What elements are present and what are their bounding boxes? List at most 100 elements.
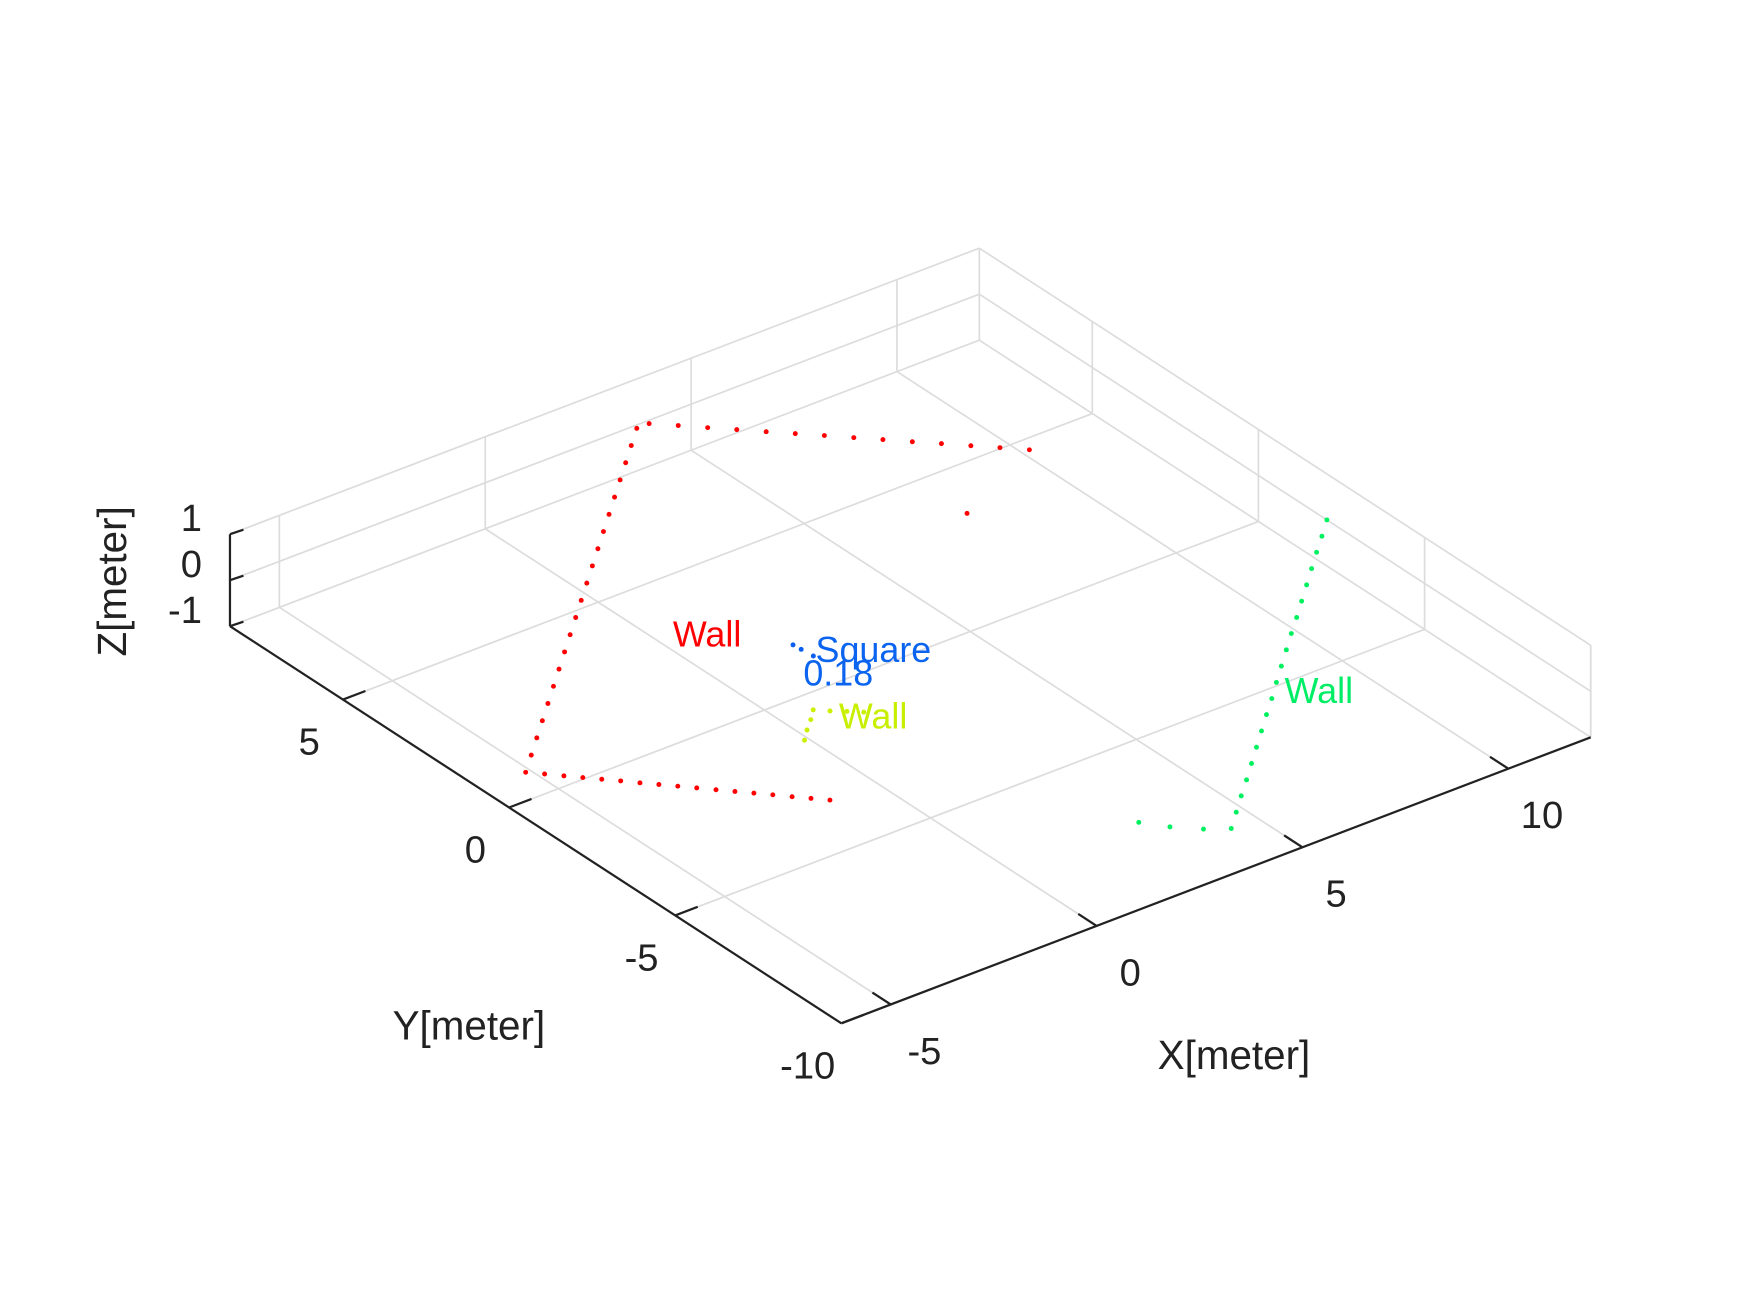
- point: [600, 529, 606, 534]
- point: [1314, 549, 1320, 555]
- z-tick: [229, 528, 244, 536]
- y-tick-label: 5: [299, 721, 320, 764]
- x-axis-label: X[meter]: [1158, 1032, 1311, 1078]
- point: [694, 785, 700, 791]
- point: [623, 460, 629, 466]
- z-tick: [229, 620, 244, 628]
- grid-line: [978, 339, 1592, 738]
- point: [1254, 744, 1259, 750]
- point: [589, 563, 595, 569]
- point: [770, 792, 776, 798]
- point: [628, 443, 634, 449]
- y-axis: [229, 625, 842, 1025]
- annotation: Wall: [1285, 671, 1353, 711]
- point: [675, 423, 681, 429]
- point: [705, 425, 711, 431]
- point: [821, 433, 827, 439]
- z-tick-label: -1: [168, 589, 202, 632]
- point: [1264, 712, 1269, 718]
- annotation: Square: [816, 630, 932, 670]
- point: [580, 775, 586, 781]
- annotation: 0.18: [803, 654, 873, 694]
- point: [584, 580, 590, 586]
- point: [599, 776, 605, 782]
- y-tick: [674, 905, 699, 917]
- point: [1269, 696, 1275, 702]
- point: [1319, 533, 1325, 539]
- point: [751, 790, 757, 796]
- point: [617, 477, 623, 483]
- y-tick-label: -5: [625, 936, 659, 979]
- point: [1299, 598, 1305, 604]
- grid-line: [229, 339, 980, 627]
- point: [802, 737, 807, 743]
- annotation: Wall: [839, 696, 907, 736]
- point: [808, 717, 814, 723]
- x-tick: [1077, 913, 1098, 927]
- point: [1273, 679, 1279, 685]
- y-tick-label: -10: [780, 1044, 835, 1087]
- grid-line: [278, 606, 892, 1006]
- point: [595, 546, 601, 552]
- point: [1167, 824, 1173, 830]
- point: [1238, 793, 1244, 799]
- point: [534, 735, 540, 741]
- point: [851, 435, 857, 441]
- point: [637, 780, 643, 786]
- point: [997, 445, 1003, 451]
- point: [1233, 809, 1239, 815]
- point: [612, 494, 618, 500]
- x-tick: [871, 991, 892, 1006]
- point: [1136, 819, 1142, 825]
- point: [1294, 614, 1300, 620]
- point: [606, 511, 612, 517]
- point: [1026, 447, 1032, 453]
- grid-line: [674, 628, 1425, 917]
- point: [656, 782, 662, 787]
- point: [790, 642, 796, 648]
- grid-line: [484, 528, 1098, 927]
- point: [573, 615, 579, 620]
- z-axis-label: Z[meter]: [89, 506, 135, 656]
- point: [542, 771, 548, 777]
- point: [1244, 777, 1250, 783]
- point: [810, 653, 816, 659]
- grid-line: [896, 370, 1509, 770]
- point: [789, 794, 795, 800]
- point: [561, 773, 567, 779]
- point: [646, 421, 652, 427]
- point: [1249, 761, 1254, 766]
- z-tick-label: 1: [181, 497, 202, 540]
- grid-line: [978, 293, 1592, 692]
- grid-line: [229, 293, 980, 582]
- point: [539, 718, 545, 724]
- point: [1259, 728, 1264, 734]
- point: [1228, 826, 1234, 831]
- point: [808, 795, 814, 801]
- point: [578, 597, 584, 603]
- z-tick: [229, 574, 244, 582]
- point: [713, 787, 719, 793]
- point: [861, 709, 867, 715]
- point: [732, 788, 738, 794]
- point: [734, 427, 740, 433]
- point: [550, 683, 556, 689]
- grid-line: [508, 520, 1259, 809]
- point: [763, 429, 769, 435]
- y-axis-label: Y[meter]: [393, 1003, 546, 1049]
- point: [804, 727, 810, 733]
- point: [844, 708, 850, 714]
- grid-line: [978, 247, 1592, 646]
- point: [1278, 663, 1284, 669]
- point: [562, 649, 568, 655]
- point: [675, 783, 681, 789]
- grid-line: [229, 247, 980, 536]
- point: [827, 708, 833, 714]
- y-tick-label: 0: [465, 828, 486, 871]
- point: [1324, 517, 1330, 523]
- point: [1201, 826, 1206, 832]
